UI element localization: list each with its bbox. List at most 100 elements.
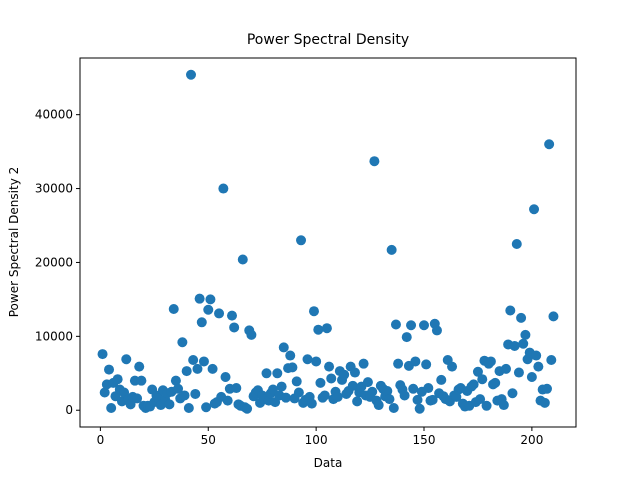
point [285,350,296,361]
point [203,304,214,315]
point [306,398,317,409]
point [324,361,335,372]
point [183,403,194,414]
y-tick-label: 0 [65,403,73,417]
point [293,387,304,398]
point [311,356,322,367]
point [214,308,225,319]
point [472,366,483,377]
point [207,363,218,374]
point [287,362,298,373]
point [179,390,190,401]
point [229,322,240,333]
point [267,384,278,395]
point [423,383,434,394]
point [121,354,132,365]
point [134,361,145,372]
point [393,358,404,369]
point [104,364,115,375]
point [352,396,363,407]
point [321,323,332,334]
point [475,394,486,405]
point [369,156,380,167]
point [349,367,360,378]
point [362,377,373,388]
point [326,373,337,384]
point [99,387,110,398]
point [319,390,330,401]
point [507,388,518,399]
point [220,371,231,382]
point [261,368,272,379]
x-tick-label: 100 [305,433,328,447]
point [539,397,550,408]
point [498,400,509,411]
point [384,394,395,405]
point [386,244,397,255]
point [529,204,540,215]
point [332,391,343,402]
point [477,374,488,385]
chart-title: Power Spectral Density [247,32,409,48]
point [97,349,108,360]
point [231,383,242,394]
point [315,377,326,388]
point [500,363,511,374]
point [447,361,458,372]
point [541,383,552,394]
point [190,388,201,399]
point [421,359,432,370]
point [373,400,384,411]
point [544,139,555,150]
point [509,340,520,351]
point [198,356,209,367]
point [242,403,253,414]
point [427,394,438,405]
point [414,403,425,414]
point [339,369,350,380]
point [136,375,147,386]
point [278,342,289,353]
point [520,329,531,340]
point [399,390,410,401]
point [401,332,412,343]
point [296,235,307,246]
point [313,324,324,335]
point [419,320,430,331]
point [431,325,442,336]
point [272,368,283,379]
x-axis-label: Data [314,456,343,470]
point [222,395,233,406]
point [173,383,184,394]
y-tick-label: 40000 [35,108,73,122]
x-tick-label: 200 [520,433,543,447]
point [408,383,419,394]
point [533,361,544,372]
point [164,399,175,410]
point [388,403,399,414]
y-tick-label: 20000 [35,255,73,269]
point [513,367,524,378]
point [485,356,496,367]
point [201,402,212,413]
point [188,354,199,365]
point [490,377,501,388]
point [302,354,313,365]
point [526,371,537,382]
point [112,374,123,385]
point [106,403,117,414]
point [246,329,257,340]
point [382,386,393,397]
point [367,386,378,397]
point [196,317,207,328]
plot-area [97,69,559,414]
point [358,358,369,369]
point [291,376,302,387]
point [218,183,229,194]
point [481,400,492,411]
point [406,320,417,331]
point [410,356,421,367]
point [505,305,516,316]
